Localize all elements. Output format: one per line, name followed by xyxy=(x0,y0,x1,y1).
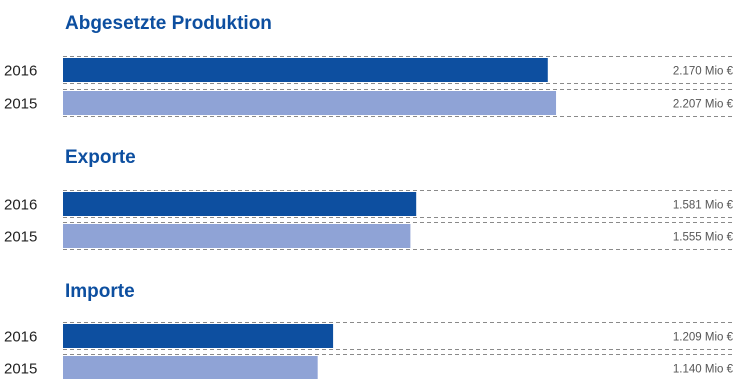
year-label-abgesetzte-produktion-2015: 2015 xyxy=(4,96,37,113)
bar-abgesetzte-produktion-2016 xyxy=(63,58,548,82)
bar-importe-2016 xyxy=(63,324,334,348)
bar-exporte-2016 xyxy=(63,192,417,216)
bar-importe-2015 xyxy=(63,356,318,379)
value-label-importe-2016: 1.209 Mio € xyxy=(673,332,734,344)
year-label-exporte-2015: 2015 xyxy=(4,229,37,246)
value-label-importe-2015: 1.140 Mio € xyxy=(673,364,734,376)
value-label-abgesetzte-produktion-2015: 2.207 Mio € xyxy=(673,99,734,111)
value-label-exporte-2015: 1.555 Mio € xyxy=(673,232,734,244)
year-label-abgesetzte-produktion-2016: 2016 xyxy=(4,63,37,80)
year-label-importe-2016: 2016 xyxy=(4,329,37,346)
year-label-exporte-2016: 2016 xyxy=(4,197,37,214)
chart-title-exporte: Exporte xyxy=(65,147,136,168)
chart-title-abgesetzte-produktion: Abgesetzte Produktion xyxy=(65,13,272,34)
chart-title-importe: Importe xyxy=(65,281,135,302)
value-label-exporte-2016: 1.581 Mio € xyxy=(673,200,734,212)
bar-abgesetzte-produktion-2015 xyxy=(63,91,557,115)
value-label-abgesetzte-produktion-2016: 2.170 Mio € xyxy=(673,66,734,78)
year-label-importe-2015: 2015 xyxy=(4,361,37,378)
bar-exporte-2015 xyxy=(63,224,411,248)
